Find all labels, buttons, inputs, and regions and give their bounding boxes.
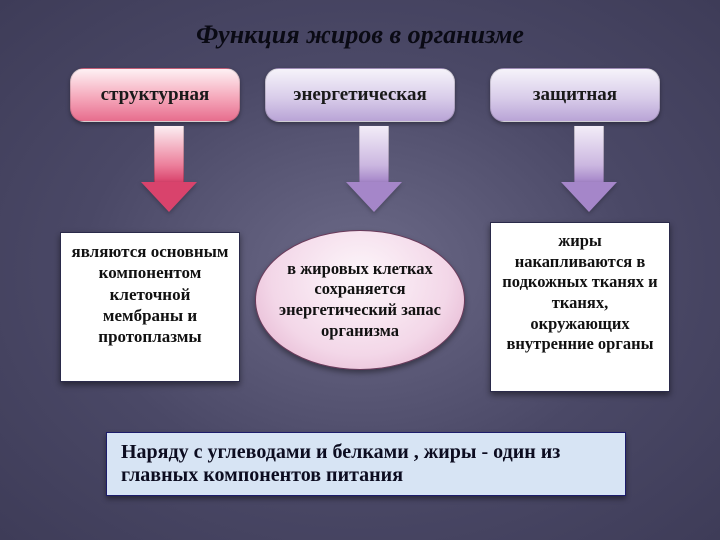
category-chip-label: структурная	[101, 84, 210, 106]
detail-box-structural: являются основным компонентом клеточной …	[60, 232, 240, 382]
flow-arrow-icon	[346, 126, 402, 212]
diagram-stage: Функция жиров в организме структурная яв…	[0, 0, 720, 540]
category-chip-structural: структурная	[70, 68, 240, 122]
summary-note: Наряду с углеводами и белками , жиры - о…	[106, 432, 626, 496]
page-title: Функция жиров в организме	[0, 20, 720, 50]
category-chip-label: энергетическая	[293, 84, 427, 106]
summary-text: Наряду с углеводами и белками , жиры - о…	[121, 441, 560, 486]
flow-arrow-icon	[141, 126, 197, 212]
category-chip-energy: энергетическая	[265, 68, 455, 122]
flow-arrow-icon	[561, 126, 617, 212]
category-chip-label: защитная	[533, 84, 617, 106]
detail-text: в жировых клетках сохраняется энергетиче…	[270, 259, 450, 342]
detail-box-protective: жиры накапливаются в подкожных тканях и …	[490, 222, 670, 392]
detail-text: являются основным компонентом клеточной …	[72, 242, 229, 346]
detail-text: жиры накапливаются в подкожных тканях и …	[502, 231, 657, 353]
category-chip-protective: защитная	[490, 68, 660, 122]
detail-ellipse-energy: в жировых клетках сохраняется энергетиче…	[255, 230, 465, 370]
